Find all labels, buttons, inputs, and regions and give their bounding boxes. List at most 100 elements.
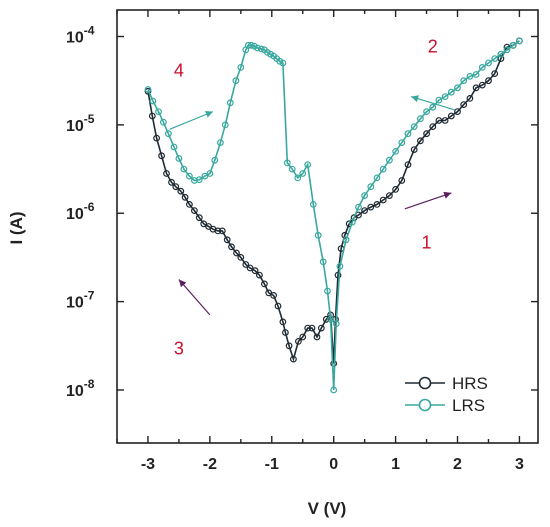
x-axis-ticks: -3 -2 -1 0 1 2 3	[116, 10, 524, 473]
data-point	[435, 96, 443, 104]
branch-annotations: 1 2 3 4	[174, 36, 438, 358]
data-point	[308, 324, 316, 332]
data-point	[149, 97, 157, 105]
data-point	[279, 318, 287, 326]
data-point	[485, 77, 492, 85]
data-point	[221, 121, 229, 129]
plot-frame	[116, 9, 539, 444]
data-point	[417, 115, 424, 123]
data-point	[257, 45, 265, 53]
data-point	[410, 146, 418, 154]
data-point	[279, 59, 287, 67]
data-point	[201, 172, 209, 180]
series-hrs	[144, 37, 523, 367]
data-point	[429, 103, 437, 111]
data-point	[237, 63, 245, 71]
data-point	[447, 112, 455, 120]
data-point	[392, 185, 400, 193]
data-point	[478, 63, 486, 71]
data-point	[330, 360, 338, 367]
data-point	[497, 50, 505, 58]
data-point	[299, 170, 307, 177]
legend-marker	[418, 398, 432, 412]
data-point	[491, 70, 499, 77]
data-point	[466, 72, 474, 80]
annotation-label: 2	[428, 36, 438, 56]
data-point	[283, 159, 291, 167]
direction-arrow	[410, 95, 455, 111]
x-tick-label: 1	[391, 456, 400, 473]
legend-marker	[418, 376, 432, 390]
legend-label: LRS	[452, 396, 485, 415]
data-point	[170, 143, 178, 151]
x-tick-label: 2	[453, 456, 462, 473]
data-point	[304, 324, 312, 332]
data-point	[180, 165, 188, 173]
x-tick-label: -1	[265, 456, 279, 473]
data-point	[361, 192, 369, 200]
data-point	[404, 130, 412, 138]
data-point	[195, 176, 203, 184]
data-point	[332, 315, 339, 323]
data-point	[330, 386, 338, 394]
series-line	[147, 40, 520, 391]
data-point	[322, 315, 330, 323]
data-point	[404, 161, 412, 169]
data-point	[392, 147, 400, 155]
data-point	[373, 174, 381, 182]
data-point	[386, 192, 393, 200]
data-point	[144, 86, 152, 93]
series-lrs	[144, 37, 523, 394]
data-point	[398, 177, 406, 184]
data-point	[367, 183, 375, 191]
x-tick-label: -3	[141, 456, 155, 473]
data-point	[223, 236, 231, 244]
data-point	[342, 236, 350, 244]
y-tick-label: 10-6	[66, 200, 95, 223]
data-point	[251, 267, 259, 275]
data-point	[466, 94, 474, 102]
data-point	[190, 177, 198, 184]
data-point	[441, 117, 449, 124]
x-tick-label: -2	[203, 456, 217, 473]
data-point	[478, 81, 486, 89]
data-point	[454, 84, 461, 92]
y-tick-label: 10-7	[66, 289, 95, 312]
data-point	[294, 174, 302, 182]
data-point	[242, 261, 250, 268]
data-point	[460, 77, 468, 85]
series-line	[147, 40, 520, 364]
data-point	[282, 329, 289, 336]
data-point	[195, 214, 203, 222]
data-point	[314, 231, 322, 239]
data-point	[206, 170, 214, 177]
data-point	[226, 99, 234, 107]
annotation-label: 4	[174, 60, 184, 80]
data-point	[181, 193, 189, 201]
data-point	[155, 108, 162, 115]
data-point	[185, 200, 193, 208]
x-tick-label: 3	[515, 456, 524, 473]
annotation-label: 1	[422, 233, 432, 253]
y-tick-label: 10-8	[66, 377, 95, 400]
data-point	[288, 165, 296, 173]
direction-arrow	[169, 111, 214, 130]
data-point	[327, 315, 335, 323]
data-point	[200, 220, 208, 228]
data-point	[309, 200, 317, 208]
data-point	[148, 112, 156, 120]
data-point	[447, 88, 455, 96]
data-point	[355, 203, 362, 211]
data-point	[485, 59, 492, 67]
data-point	[386, 156, 393, 164]
direction-arrows	[169, 95, 455, 316]
data-point	[254, 44, 261, 52]
data-point	[324, 287, 331, 295]
data-point	[423, 108, 431, 115]
data-point	[159, 118, 167, 126]
data-point	[516, 37, 523, 45]
legend: HRS LRS	[405, 374, 488, 415]
data-point	[348, 218, 356, 226]
data-point	[158, 152, 166, 160]
